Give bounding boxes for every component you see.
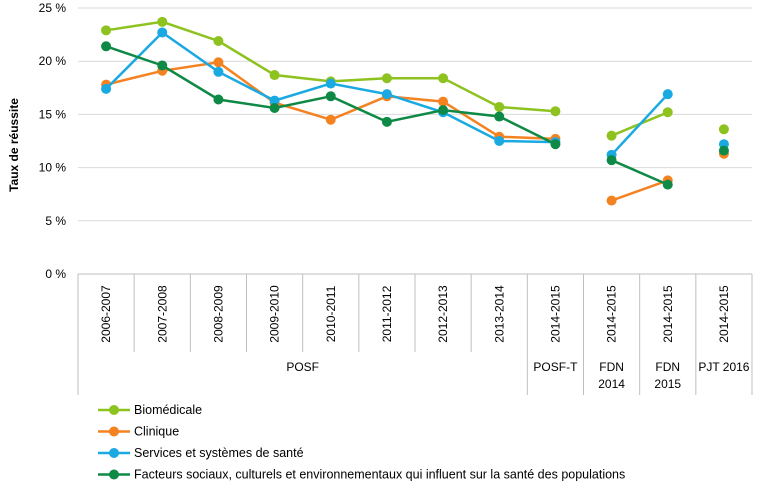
data-point [718, 145, 729, 156]
legend: Biomédicale Clinique Services et systèmes … [98, 403, 625, 482]
legend-marker [109, 448, 119, 458]
x-tick-label: 2011-2012 [380, 285, 394, 342]
data-point [438, 96, 449, 107]
group-label: PJT 2016 [698, 360, 749, 374]
y-tick-label: 20 % [39, 54, 67, 68]
x-tick-label: 2014-2015 [717, 285, 731, 343]
data-point [381, 116, 392, 127]
legend-marker [109, 469, 119, 480]
group-label-line: 2014 [598, 377, 625, 391]
x-tick-label: 2010-2011 [324, 285, 338, 342]
legend-label: Services et systèmes de santé [134, 446, 304, 460]
series-line [610, 93, 669, 156]
y-axis-label: Taux de réussite [7, 98, 21, 192]
x-tick-label: 2014-2015 [548, 285, 562, 343]
data-point [494, 101, 505, 112]
data-point [438, 105, 449, 116]
data-point [494, 111, 505, 122]
data-point [325, 114, 336, 125]
group-label-line: 2015 [654, 377, 681, 391]
x-tick-label: 2007-2008 [155, 285, 169, 343]
group-label-line: FDN [599, 360, 624, 374]
data-point [494, 136, 505, 146]
series [101, 16, 729, 141]
legend-label: Facteurs sociaux, culturels et environne… [134, 468, 625, 482]
x-tick-label: 2013-2014 [492, 285, 506, 343]
legend-label: Clinique [134, 425, 179, 439]
data-point [606, 195, 617, 206]
data-point [269, 103, 280, 114]
y-tick-label: 5 % [45, 214, 66, 228]
x-tick-label: 2014-2015 [605, 285, 619, 343]
group-label: POSF [286, 360, 319, 374]
y-tick-label: 0 % [45, 267, 66, 281]
data-point [157, 16, 168, 27]
gridlines [78, 7, 752, 275]
y-tick-label: 25 % [39, 1, 67, 15]
data-point [662, 89, 673, 100]
group-label: POSF-T [533, 360, 578, 374]
data-point [101, 41, 112, 52]
category-group-labels: POSF POSF-T FDN 2014 FDN 2015 PJT 2016 [286, 360, 749, 391]
data-point [606, 155, 617, 166]
data-point [325, 91, 336, 102]
data-point [662, 107, 673, 118]
data-point [550, 139, 561, 150]
data-point [718, 124, 729, 135]
y-tick-label: 15 % [39, 107, 67, 121]
data-point [157, 27, 168, 38]
series-line [611, 159, 669, 186]
data-point [381, 89, 392, 100]
series [101, 41, 729, 190]
data-point [213, 35, 224, 46]
y-axis-tick-labels: 0 % 5 % 10 % 15 % 20 % 25 % [39, 1, 67, 281]
data-point [213, 66, 224, 77]
data-point [101, 83, 112, 94]
data-point [213, 94, 224, 105]
x-tick-label: 2009-2010 [268, 285, 282, 343]
x-tick-label: 2006-2007 [99, 285, 113, 343]
series-line [611, 179, 669, 202]
legend-marker [109, 426, 119, 437]
x-tick-label: 2012-2013 [436, 285, 450, 343]
data-point [157, 60, 168, 71]
series-lines [101, 16, 729, 206]
legend-marker [109, 405, 119, 415]
data-point [662, 179, 673, 190]
data-point [438, 73, 449, 84]
legend-label: Biomédicale [134, 403, 202, 417]
category-axis [77, 273, 753, 395]
data-point [213, 57, 224, 68]
data-point [101, 25, 112, 36]
data-point [550, 106, 561, 117]
x-tick-label: 2008-2009 [211, 285, 225, 343]
data-point [606, 130, 617, 141]
y-tick-label: 10 % [39, 161, 67, 175]
data-point [325, 78, 336, 89]
x-axis-tick-labels: 2006-2007 2007-2008 2008-2009 2009-2010 2010… [99, 285, 731, 343]
data-point [381, 73, 392, 84]
data-point [269, 70, 280, 81]
data-point [269, 95, 280, 106]
series [101, 27, 729, 160]
x-tick-label: 2014-2015 [661, 285, 675, 343]
group-label-line: FDN [655, 360, 680, 374]
